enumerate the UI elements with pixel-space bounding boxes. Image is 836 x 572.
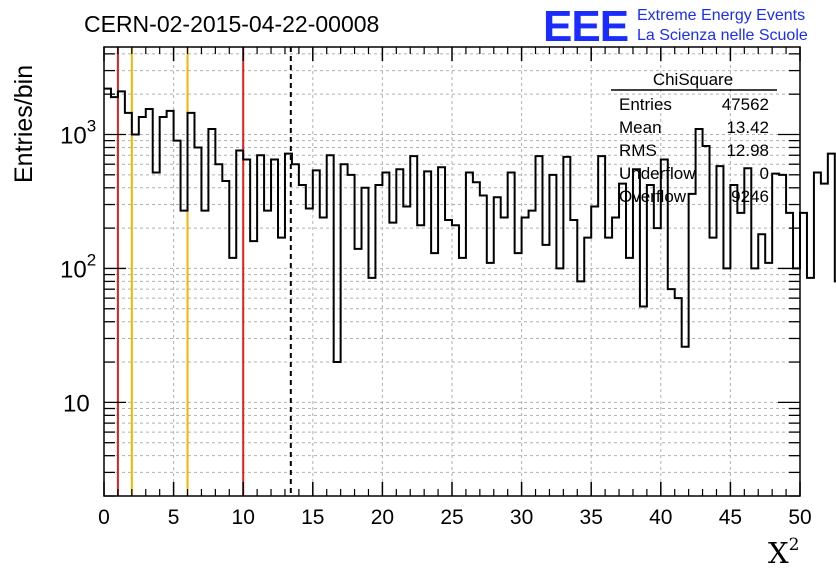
stats-value: 9246 (731, 187, 769, 206)
x-tick-label: 40 (649, 506, 672, 529)
y-axis-label: Entries/bin (10, 65, 38, 183)
stats-label: Entries (619, 95, 672, 114)
stats-value: 0 (760, 164, 769, 183)
stats-label: Underflow (619, 164, 696, 183)
x-tick-label: 10 (232, 506, 255, 529)
stats-label: Overflow (619, 187, 687, 206)
stats-value: 47562 (722, 95, 769, 114)
x-tick-label: 35 (580, 506, 603, 529)
x-tick-label: 20 (371, 506, 394, 529)
stats-value: 12.98 (726, 141, 769, 160)
y-tick-label: 102 (60, 250, 96, 283)
eee-logo: EEE Extreme Energy Events La Scienza nel… (543, 2, 808, 51)
reference-lines (116, 47, 292, 496)
x-axis-label: X2 (768, 535, 799, 570)
histogram-outline (104, 87, 836, 364)
x-axis-ticks: 0 5 10 15 20 25 30 35 40 45 50 (98, 47, 812, 529)
x-tick-label: 5 (168, 506, 180, 529)
stats-title: ChiSquare (653, 70, 733, 89)
x-tick-label: 45 (719, 506, 742, 529)
histogram (104, 87, 836, 364)
y-tick-label: 10 (63, 390, 90, 417)
stats-label: RMS (619, 141, 657, 160)
logo-mark: EEE (543, 2, 628, 51)
y-axis-ticks: 10 102 103 (60, 53, 800, 497)
x-tick-label: 0 (98, 506, 110, 529)
x-tick-label: 25 (440, 506, 463, 529)
stats-box: ChiSquare Entries 47562 Mean 13.42 RMS 12.98 U… (611, 70, 777, 206)
stats-value: 13.42 (726, 118, 769, 137)
x-tick-label: 15 (301, 506, 324, 529)
stats-label: Mean (619, 118, 662, 137)
stats-rows: Entries 47562 Mean 13.42 RMS 12.98 Underflow 0 O… (619, 95, 769, 206)
logo-line2: La Scienza nelle Scuole (637, 27, 808, 44)
y-tick-label: 103 (60, 116, 96, 149)
logo-line1: Extreme Energy Events (637, 7, 805, 24)
chart-title: CERN-02-2015-04-22-00008 (84, 11, 379, 37)
grid (104, 47, 800, 496)
x-tick-label: 30 (510, 506, 533, 529)
x-tick-label: 50 (788, 506, 811, 529)
